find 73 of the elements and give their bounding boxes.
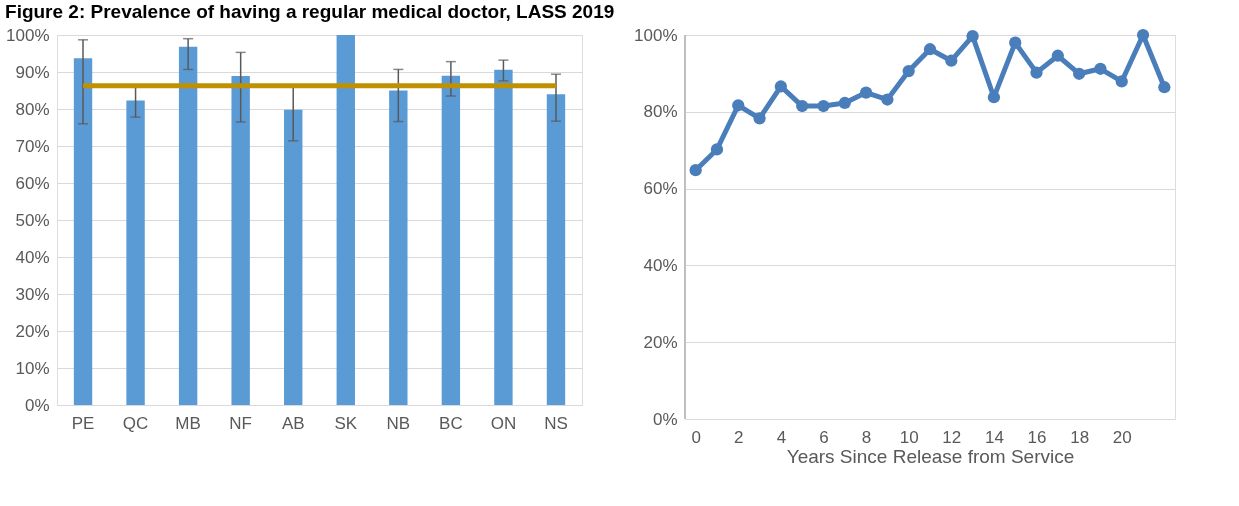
point	[796, 99, 809, 113]
point	[838, 96, 851, 110]
bar	[73, 58, 93, 405]
y-tick-label: 0%	[24, 395, 50, 415]
bar	[546, 94, 566, 405]
x-tick-label: 6	[819, 427, 829, 447]
point	[732, 99, 745, 112]
y-tick-label: 70%	[15, 136, 50, 156]
x-tick-label: 18	[1070, 427, 1090, 447]
y-tick-label: 40%	[643, 255, 678, 275]
x-tick-label: NS	[544, 413, 568, 433]
x-tick-label: 4	[776, 427, 787, 447]
point	[1073, 67, 1086, 80]
point	[753, 112, 766, 125]
point	[1158, 81, 1171, 94]
x-tick-label: AB	[281, 413, 305, 433]
point	[1136, 28, 1150, 42]
point	[817, 99, 830, 113]
bar	[389, 90, 408, 405]
y-tick-label: 100%	[6, 25, 50, 45]
point	[1051, 49, 1064, 62]
bar	[231, 76, 250, 405]
y-tick-label: 80%	[643, 102, 678, 122]
bar	[178, 46, 198, 405]
x-tick-label: MB	[175, 413, 201, 433]
x-axis-title: Years Since Release from Service	[786, 445, 1075, 467]
bar	[126, 100, 145, 405]
point	[689, 164, 702, 177]
y-tick-label: 50%	[15, 210, 50, 230]
y-tick-label: 20%	[643, 332, 678, 352]
y-tick-label: 100%	[634, 25, 678, 45]
x-tick-label: NF	[229, 413, 253, 433]
point	[1030, 66, 1043, 79]
x-tick-label: 0	[691, 427, 701, 447]
y-tick-label: 90%	[15, 62, 50, 82]
bar	[284, 109, 303, 405]
y-tick-label: 60%	[643, 179, 678, 199]
chart-title: Figure 2: Prevalence of having a regular medical doctor, LASS 2019	[5, 0, 615, 22]
x-tick-label: SK	[334, 413, 358, 433]
point	[902, 64, 915, 78]
point	[945, 54, 958, 67]
x-tick-label: 14	[984, 427, 1004, 447]
y-tick-label: 40%	[15, 247, 50, 267]
point	[987, 91, 1001, 104]
x-tick-label: 20	[1112, 427, 1132, 447]
y-tick-label: 30%	[15, 284, 50, 304]
y-tick-label: 0%	[652, 409, 678, 429]
bar	[494, 69, 513, 405]
y-tick-label: 20%	[15, 321, 50, 341]
x-tick-label: 2	[734, 427, 744, 447]
point	[710, 143, 724, 156]
point	[1115, 75, 1128, 88]
x-tick-label: 10	[899, 427, 919, 447]
bar	[336, 35, 355, 405]
x-tick-label: BC	[439, 413, 463, 433]
y-tick-label: 10%	[15, 358, 50, 378]
x-tick-label: 12	[942, 427, 962, 447]
bar	[441, 75, 461, 405]
point	[1094, 62, 1107, 75]
x-tick-label: QC	[122, 413, 149, 433]
point	[966, 30, 979, 43]
x-tick-label: PE	[71, 413, 95, 433]
point	[1009, 36, 1022, 49]
x-tick-label: 8	[861, 427, 872, 447]
x-tick-label: NB	[386, 413, 411, 433]
x-tick-label: ON	[490, 413, 517, 433]
point	[859, 86, 873, 99]
point	[774, 80, 787, 93]
x-tick-label: 16	[1027, 427, 1047, 447]
point	[881, 93, 894, 106]
y-tick-label: 60%	[15, 173, 50, 193]
point	[923, 43, 937, 56]
y-tick-label: 80%	[15, 99, 50, 119]
